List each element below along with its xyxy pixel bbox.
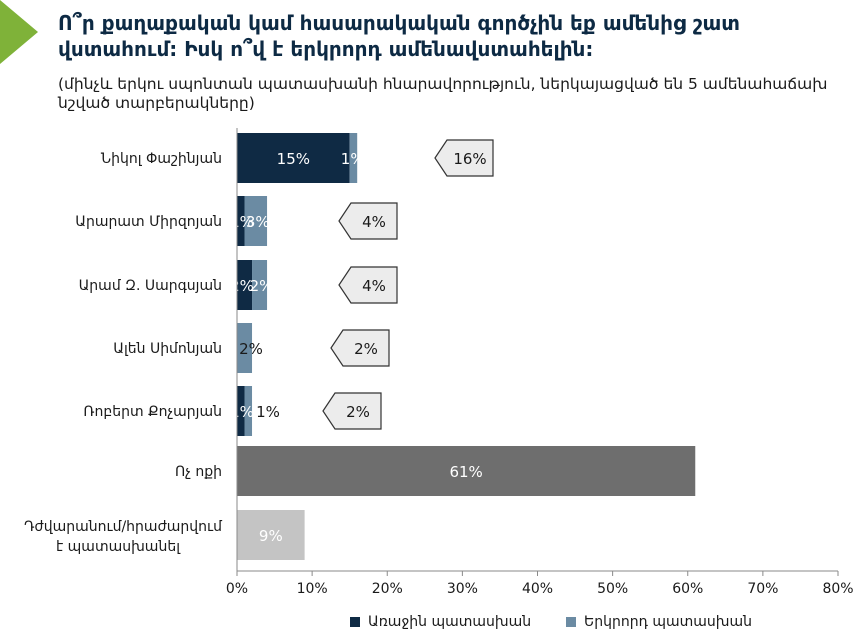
category-label: Արարատ Միրզոյան — [75, 214, 222, 230]
data-label-second: 3% — [246, 213, 270, 231]
total-label: 4% — [362, 213, 386, 231]
x-tick-label: 50% — [597, 581, 628, 597]
data-label-second: 1% — [256, 403, 280, 421]
bar-single — [237, 510, 305, 560]
accent-triangle — [0, 0, 38, 64]
bar-first — [237, 260, 253, 310]
category-label: Արամ Զ. Սարգսյան — [79, 278, 222, 294]
category-label: է պատասխանել — [56, 539, 181, 555]
bar-second — [349, 133, 358, 183]
bar-second — [252, 260, 268, 310]
bar-second — [244, 196, 268, 246]
data-label-single: 9% — [259, 527, 283, 545]
bar-second — [244, 386, 253, 436]
category-label: Ոչ ոքի — [175, 464, 222, 480]
legend-item-second: Երկրորդ պատասխան — [566, 614, 752, 630]
x-tick-label: 40% — [522, 581, 553, 597]
legend-swatch-first — [350, 617, 360, 627]
legend: Առաջին պատասխան Երկրորդ պատասխան — [0, 614, 865, 636]
bar-second — [237, 323, 253, 373]
x-tick-label: 10% — [297, 581, 328, 597]
legend-item-first: Առաջին պատասխան — [350, 614, 531, 630]
data-label-first: 15% — [277, 150, 310, 168]
bar-first — [237, 196, 245, 246]
total-callout — [434, 139, 494, 177]
data-label-single: 61% — [449, 463, 482, 481]
data-label-second: 1% — [341, 150, 365, 168]
total-callout — [330, 329, 390, 367]
legend-label-second: Երկրորդ պատասխան — [584, 614, 752, 630]
legend-label-first: Առաջին պատասխան — [368, 614, 532, 630]
category-label: Նիկոլ Փաշինյան — [101, 151, 222, 167]
legend-swatch-second — [566, 617, 576, 627]
data-label-second: 2% — [250, 277, 274, 295]
x-tick-label: 30% — [447, 581, 478, 597]
total-callout — [338, 202, 398, 240]
data-label-first: 1% — [230, 213, 254, 231]
x-tick-label: 60% — [672, 581, 703, 597]
total-callout — [322, 392, 382, 430]
total-label: 2% — [354, 340, 378, 358]
chart-title: Ո՞ր քաղաքական կամ հասարակական գործչին եք… — [58, 11, 740, 61]
x-tick-label: 80% — [822, 581, 853, 597]
category-label: Ալեն Սիմոնյան — [113, 341, 222, 357]
total-label: 2% — [346, 403, 370, 421]
data-label-first: 1% — [230, 403, 254, 421]
x-tick-label: 70% — [747, 581, 778, 597]
x-tick-label: 20% — [372, 581, 403, 597]
total-label: 4% — [362, 277, 386, 295]
data-label-second: 2% — [239, 340, 263, 358]
total-callout — [338, 266, 398, 304]
category-label: Ռոբերտ Քոչարյան — [83, 404, 222, 420]
bar-single — [237, 446, 696, 496]
total-label: 16% — [453, 150, 486, 168]
bar-first — [237, 133, 350, 183]
chart-subtitle: (մինչև երկու սպոնտան պատասխանի հնարավորո… — [58, 75, 828, 112]
x-tick-label: 0% — [226, 581, 248, 597]
bar-first — [237, 386, 245, 436]
data-label-first: 2% — [230, 277, 254, 295]
category-label: Դժվարանում/հրաժարվում — [24, 519, 223, 535]
